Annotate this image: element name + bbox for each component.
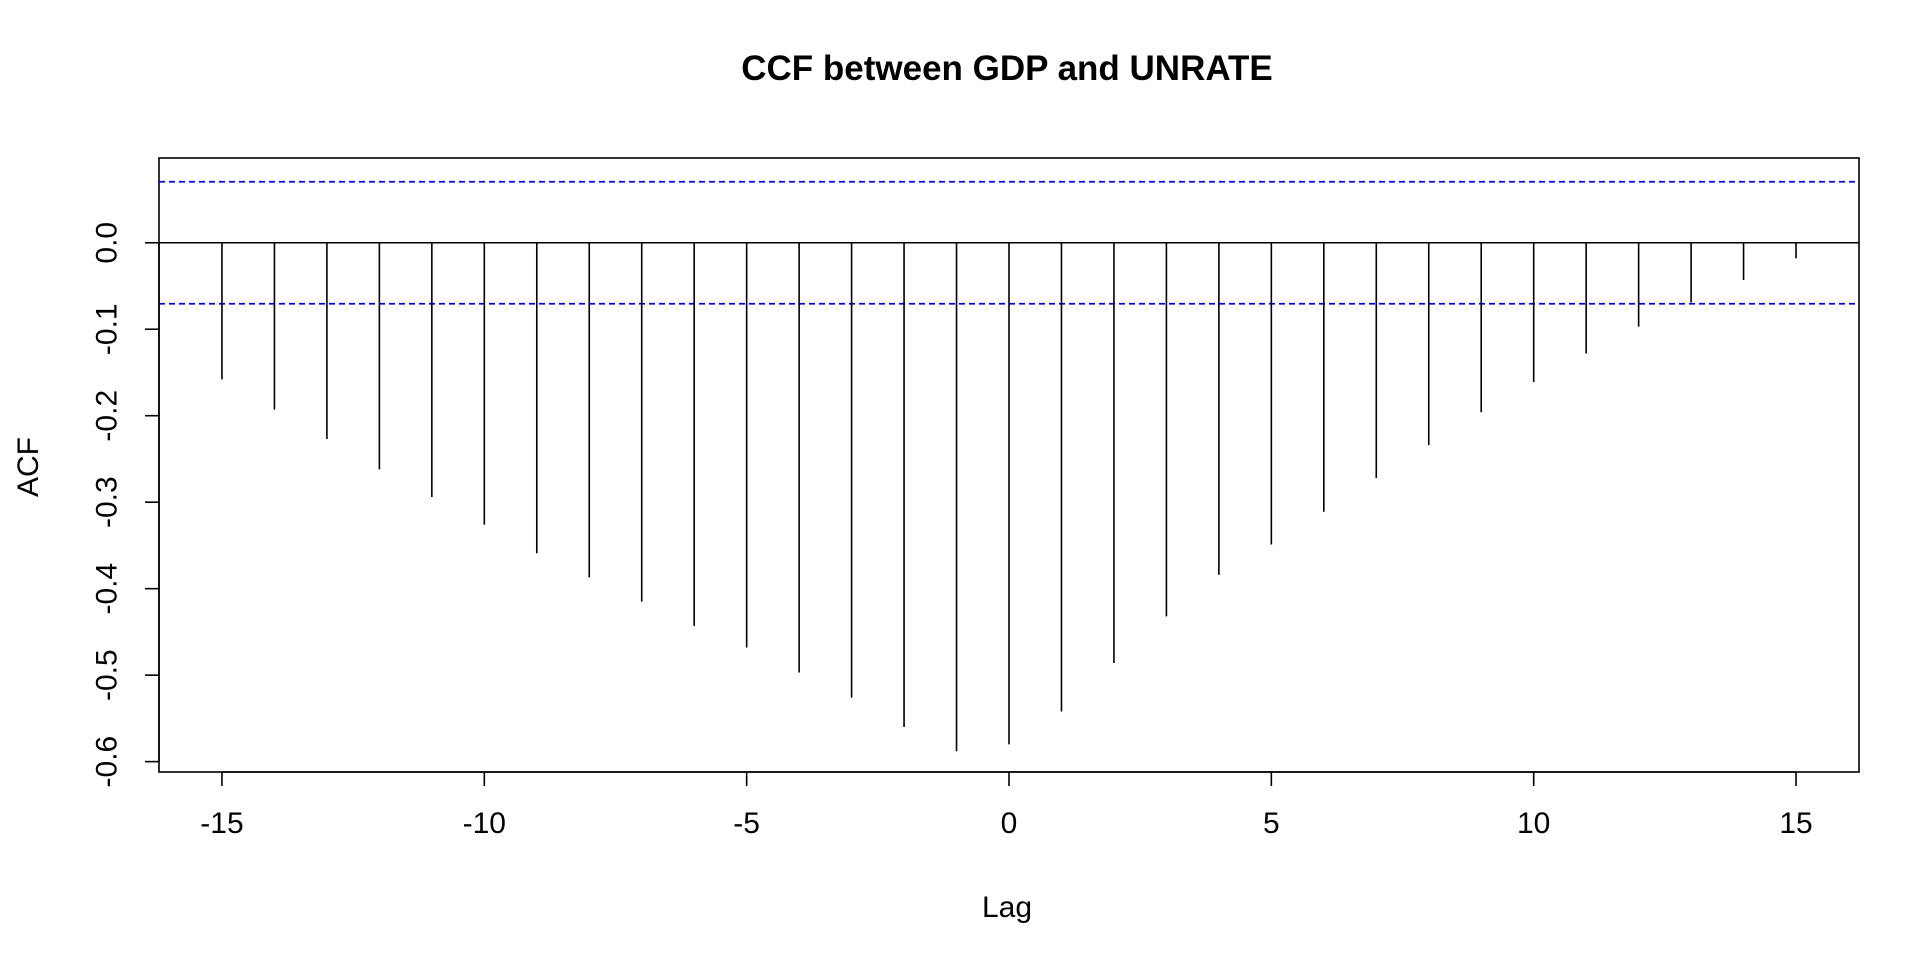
y-tick-label: 0.0 [91, 222, 124, 264]
y-tick-label: -0.1 [91, 303, 124, 355]
y-axis-label: ACF [12, 437, 45, 497]
x-tick-label: 10 [1517, 807, 1550, 840]
x-tick-label: 15 [1779, 807, 1812, 840]
x-tick-label: -10 [463, 807, 506, 840]
x-tick-label: -5 [733, 807, 760, 840]
y-tick-label: -0.3 [91, 476, 124, 528]
x-tick-label: -15 [200, 807, 243, 840]
plot-marks: -15 -10 -5 0 5 10 15 0.0 -0.1 -0.2 -0.3 -0.4 -0.5 -0.… [91, 180, 1859, 840]
y-tick-label: -0.6 [91, 736, 124, 788]
x-tick-label: 5 [1263, 807, 1280, 840]
y-tick-label: -0.5 [91, 649, 124, 701]
x-axis-label: Lag [982, 891, 1032, 924]
y-tick-label: -0.4 [91, 563, 124, 615]
x-tick-label: 0 [1001, 807, 1018, 840]
chart-title: CCF between GDP and UNRATE [741, 49, 1273, 88]
y-tick-label: -0.2 [91, 390, 124, 442]
